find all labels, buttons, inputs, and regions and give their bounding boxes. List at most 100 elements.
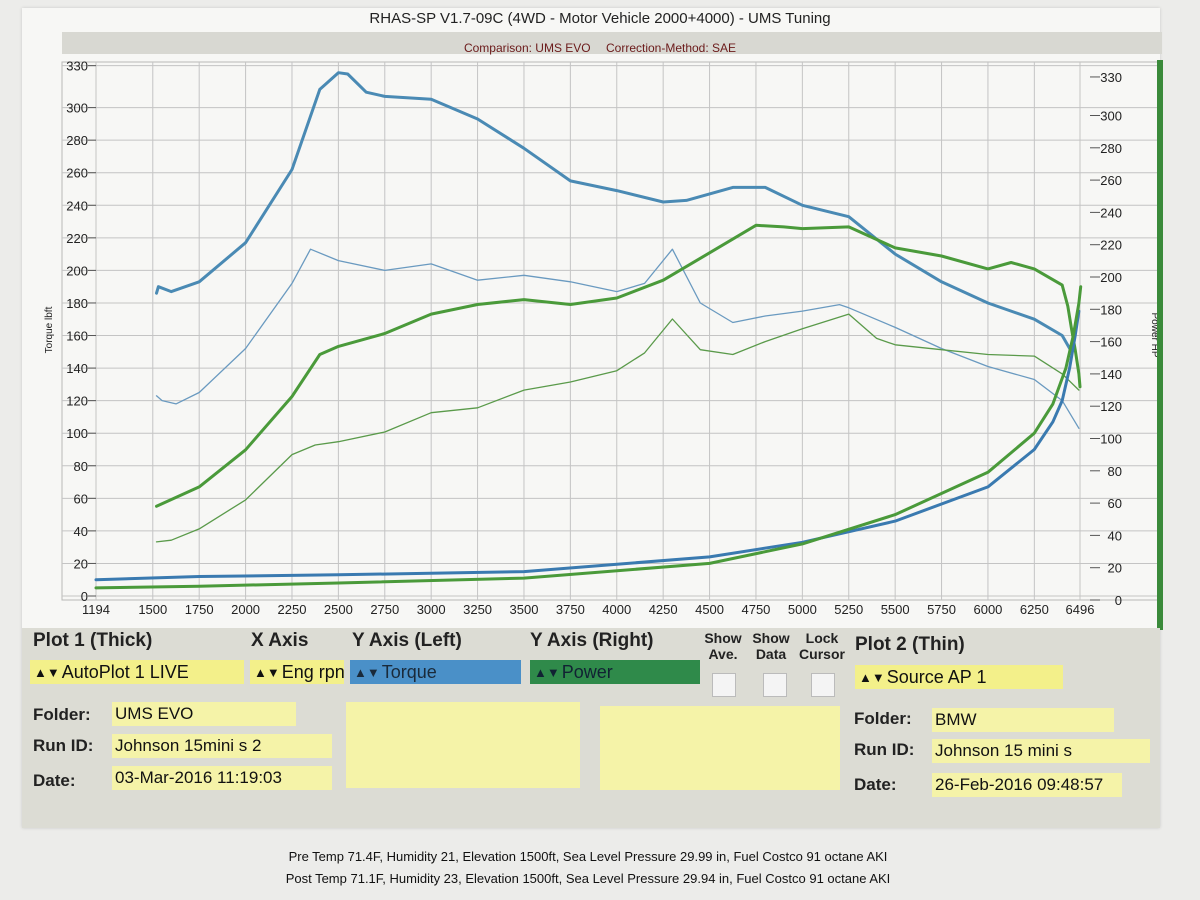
y-right-axis-ticks: 3303002802602402202001801601401201008060…: [1090, 70, 1122, 608]
spinner-icon: ▲▼: [34, 665, 60, 680]
control-panel: Plot 1 (Thick) X Axis Y Axis (Left) Y Ax…: [22, 628, 1160, 828]
series-line-1: [155, 71, 1073, 354]
x-tick-label: 4500: [695, 602, 724, 617]
notes-box-2[interactable]: [600, 706, 840, 790]
show-data-checkbox[interactable]: [763, 673, 787, 697]
yright-select-value: Power: [561, 662, 613, 682]
test-conditions: Pre Temp 71.4F, Humidity 21, Elevation 1…: [0, 846, 1176, 890]
chart-title: RHAS-SP V1.7-09C (4WD - Motor Vehicle 20…: [369, 10, 831, 27]
chart-series: [94, 71, 1083, 590]
plot1-select[interactable]: ▲▼ AutoPlot 1 LIVE: [30, 660, 244, 684]
show-ave-checkbox[interactable]: [712, 673, 736, 697]
plot1-folder-field[interactable]: UMS EVO: [112, 702, 296, 726]
x-tick-label: 3250: [463, 602, 492, 617]
series-line-3: [155, 223, 1082, 508]
y-left-tick-label: 80: [74, 459, 88, 474]
x-tick-label: 3500: [510, 602, 539, 617]
y-left-tick-label: 140: [66, 361, 88, 376]
y-left-tick-label: 40: [74, 524, 88, 539]
plot1-date-label: Date:: [33, 771, 76, 790]
chart-subtitle: Comparison: UMS EVO Correction-Method: S…: [0, 41, 1200, 55]
yleft-select[interactable]: ▲▼ Torque: [350, 660, 521, 684]
y-right-tick-label: 80: [1108, 464, 1122, 479]
plot1-runid-field[interactable]: Johnson 15mini s 2: [112, 734, 332, 758]
y-right-tick-label: 280: [1100, 141, 1122, 156]
x-tick-label: 2000: [231, 602, 260, 617]
y-right-tick-label: 220: [1100, 238, 1122, 253]
y-left-tick-label: 20: [74, 556, 88, 571]
y-right-tick-label: 20: [1108, 561, 1122, 576]
plot2-heading: Plot 2 (Thin): [855, 634, 965, 655]
x-tick-label: 2500: [324, 602, 353, 617]
y-left-tick-label: 60: [74, 491, 88, 506]
series-line-6: [94, 285, 1083, 590]
plot2-folder-field[interactable]: BMW: [932, 708, 1114, 732]
x-tick-label: 3750: [556, 602, 585, 617]
xaxis-select-value: Eng rpn: [281, 662, 345, 682]
y-right-tick-label: 60: [1108, 496, 1122, 511]
plot2-folder-label: Folder:: [854, 709, 912, 728]
x-tick-label: 5250: [834, 602, 863, 617]
spinner-icon: ▲▼: [534, 665, 560, 680]
x-tick-label: 4000: [602, 602, 631, 617]
y-left-tick-label: 330: [66, 59, 88, 74]
x-tick-label: 1500: [138, 602, 167, 617]
plot1-heading: Plot 1 (Thick): [33, 630, 153, 651]
dyno-chart: 1194 1500 1750 2000 2250 2500 2750 3000 3250 3500…: [44, 59, 1163, 617]
y-right-tick-label: 330: [1100, 70, 1122, 85]
plot2-select[interactable]: ▲▼ Source AP 1: [855, 665, 1063, 689]
x-tick-label: 5750: [927, 602, 956, 617]
xaxis-select[interactable]: ▲▼ Eng rpn: [250, 660, 345, 684]
spinner-icon: ▲▼: [354, 665, 380, 680]
x-tick-label: 4250: [649, 602, 678, 617]
pre-conditions: Pre Temp 71.4F, Humidity 21, Elevation 1…: [288, 849, 888, 864]
plot2-runid-field[interactable]: Johnson 15 mini s: [932, 739, 1150, 763]
y-right-tick-label: 100: [1100, 432, 1122, 447]
plot1-select-value: AutoPlot 1 LIVE: [61, 662, 189, 682]
series-line-5: [94, 309, 1081, 582]
spinner-icon: ▲▼: [254, 665, 280, 680]
y-left-tick-label: 160: [66, 329, 88, 344]
lock-cursor-checkbox[interactable]: [811, 673, 835, 697]
y-left-tick-label: 180: [66, 296, 88, 311]
y-left-tick-label: 240: [66, 198, 88, 213]
spinner-icon: ▲▼: [859, 670, 885, 685]
y-right-tick-label: 180: [1100, 302, 1122, 317]
x-axis-ticks: 1194 1500 1750 2000 2250 2500 2750 3000 3250 3500…: [82, 602, 1094, 617]
show-data-heading: Show Data: [752, 630, 790, 662]
x-tick-label: 6000: [973, 602, 1002, 617]
yleft-select-value: Torque: [381, 662, 437, 682]
y-right-tick-label: 260: [1100, 173, 1122, 188]
y-right-tick-label: 160: [1100, 335, 1122, 350]
y-left-tick-label: 220: [66, 231, 88, 246]
yright-heading: Y Axis (Right): [530, 630, 654, 651]
series-line-4: [155, 313, 1080, 543]
x-tick-label: 5000: [788, 602, 817, 617]
x-tick-label: 6250: [1020, 602, 1049, 617]
y-right-tick-label: 140: [1100, 367, 1122, 382]
plot1-folder-label: Folder:: [33, 705, 91, 724]
yright-select[interactable]: ▲▼ Power: [530, 660, 700, 684]
y-left-axis-label: Torque lbft: [44, 306, 55, 353]
plot1-runid-label: Run ID:: [33, 736, 94, 755]
x-tick-label: 1194: [82, 602, 110, 617]
plot1-date-field[interactable]: 03-Mar-2016 11:19:03: [112, 766, 332, 790]
notes-box-1[interactable]: [346, 702, 580, 788]
plot2-runid-label: Run ID:: [854, 740, 915, 759]
x-tick-label: 3000: [417, 602, 446, 617]
y-right-tick-label: 240: [1100, 205, 1122, 220]
y-right-tick-label: 0: [1115, 593, 1122, 608]
subtitle-bar: [62, 32, 1162, 54]
y-left-tick-label: 280: [66, 133, 88, 148]
chart-grid: [61, 61, 1163, 601]
x-tick-label: 4750: [741, 602, 770, 617]
y-right-tick-label: 120: [1100, 399, 1122, 414]
y-left-tick-label: 300: [66, 101, 88, 116]
plot-area: [61, 61, 1163, 601]
y-left-axis-ticks: 3303002802602402202001801601401201008060…: [66, 59, 96, 604]
x-tick-label: 2250: [278, 602, 307, 617]
x-tick-label: 6496: [1066, 602, 1095, 617]
x-tick-label: 1750: [185, 602, 214, 617]
y-right-tick-label: 200: [1100, 270, 1122, 285]
plot2-date-field[interactable]: 26-Feb-2016 09:48:57: [932, 773, 1122, 797]
